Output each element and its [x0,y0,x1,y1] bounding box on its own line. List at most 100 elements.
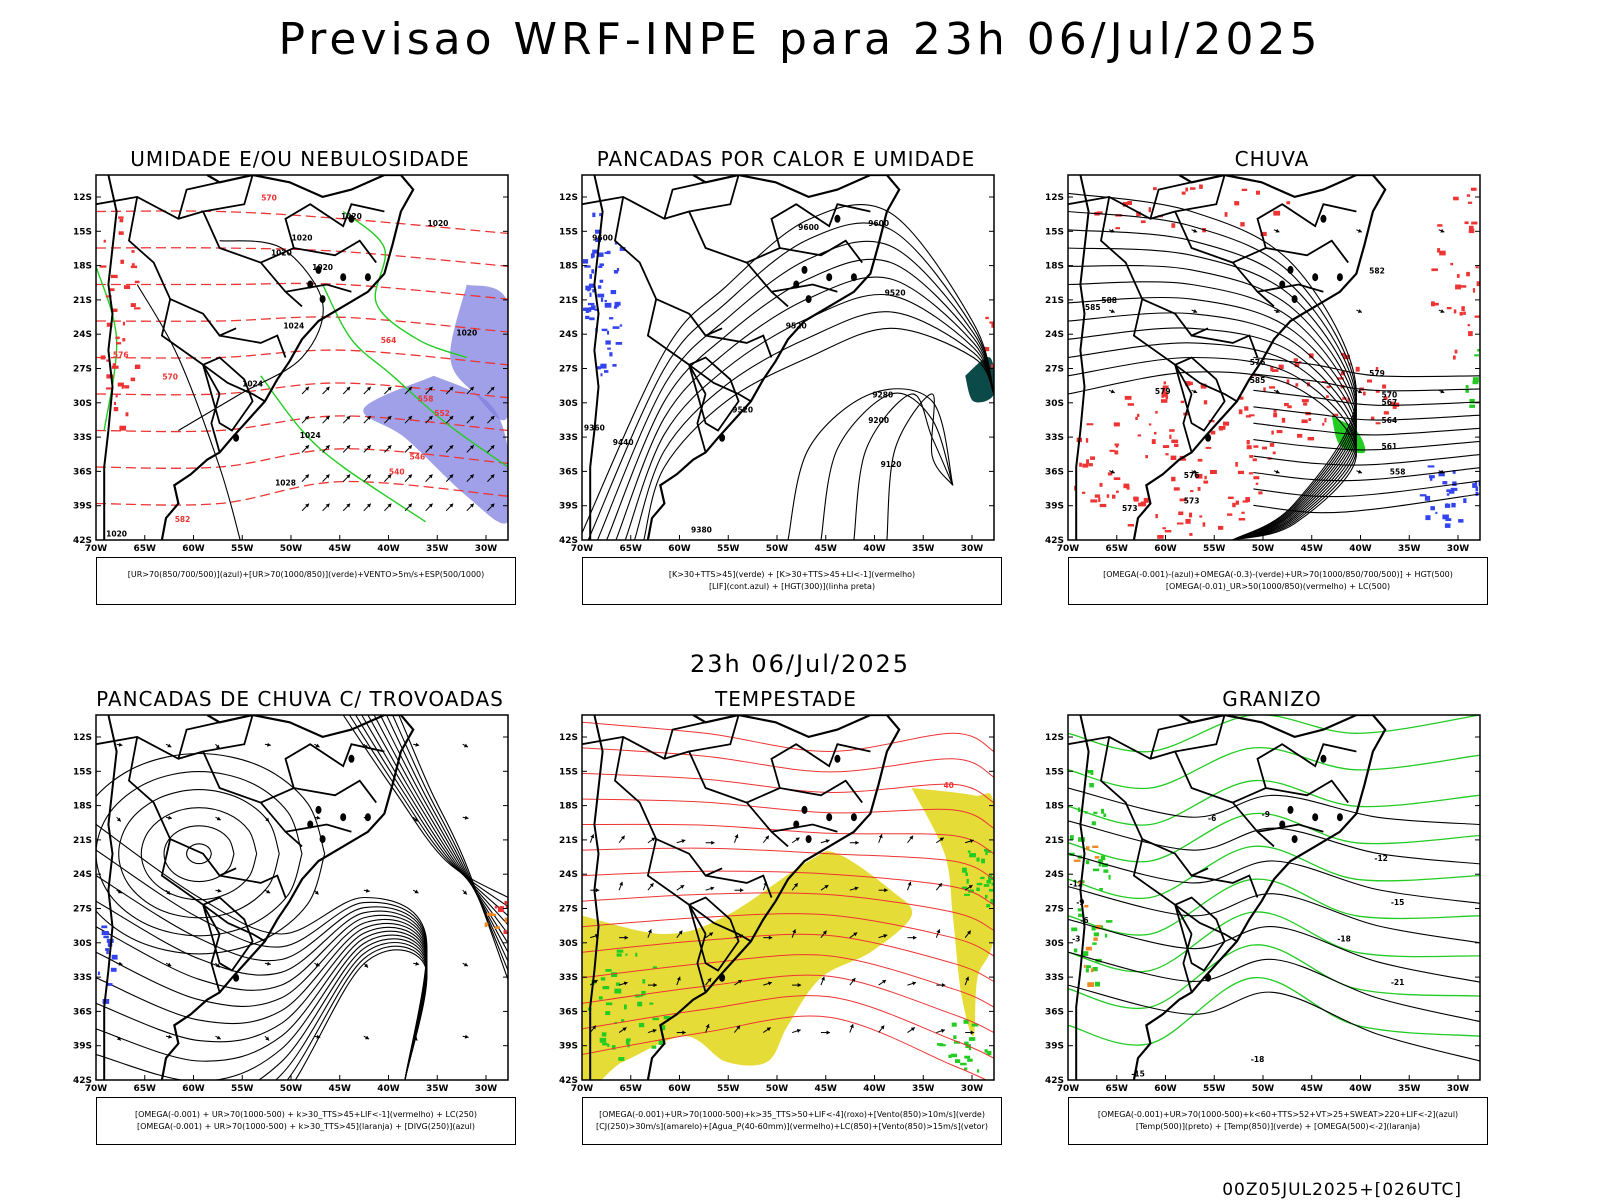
lif-cell [595,366,601,370]
wind-vector-head [965,976,970,981]
legend-line: [OMEGA(-0.001) + UR>70(1000-500) + k>30_… [136,1122,476,1131]
country-border [705,874,773,898]
omega-cell [1463,498,1467,503]
lif-cell [598,254,604,257]
rain-cell [1189,533,1193,536]
rain-cell [130,265,138,269]
country-border [582,735,789,848]
rain-cell [1136,211,1141,217]
rain-cell [108,288,115,292]
lif-cell [599,213,603,217]
contour-label: 1028 [275,478,296,487]
rain-cell [1185,187,1188,192]
rain-cell [1235,462,1238,467]
wind-vector-head [490,445,495,450]
lon-label: 55W [717,1084,740,1094]
wind-850-cell [964,1067,968,1071]
rain-cell [99,265,107,268]
rain-cell [118,231,124,235]
wind-vector-head [305,474,309,479]
contour-label: 570 [1382,391,1398,400]
country-border [219,334,287,358]
streamline-850 [582,772,994,804]
lif-cell [588,307,592,312]
temp-850-detail [1098,859,1104,863]
rain-cell [1256,190,1260,195]
lat-label: 12S [559,193,578,203]
lif-cell [584,265,591,268]
omega-cell [1435,511,1438,514]
temp-850-contour [1068,944,1480,1009]
lon-label: 70W [85,544,108,554]
rain-cell [1446,307,1452,310]
coastline [160,175,415,540]
lat-label: 30S [1045,939,1064,949]
temp-850-detail [1077,908,1082,912]
wind-vector-head [215,963,220,968]
lake [719,973,726,982]
wind-850-cell [964,1055,971,1059]
wind-850-cell [976,882,983,886]
legend-line: [UR>70(850/700/500)](azul)+[UR>70(1000/8… [127,570,485,579]
rain-cell [1355,366,1360,372]
height-contour [820,392,954,540]
contour-label: 9120 [881,460,902,469]
lif-cell [604,299,607,302]
wind-vector-head [766,1027,771,1032]
rain-cell [1190,381,1193,385]
lake [1205,433,1212,442]
country-border [1100,736,1209,877]
lat-label: 36S [1045,467,1064,477]
wind-vector-head [365,888,370,893]
lif-cell [598,252,604,256]
lon-label: 50W [280,1084,303,1094]
lif-cell [604,251,608,254]
temp-850-detail [1090,772,1094,775]
coastline [646,175,901,540]
wind-vector-head [168,1034,172,1039]
rain-cell [1484,253,1489,258]
omega-500-cell [1087,982,1094,987]
contour-label: 573 [1122,504,1138,513]
lon-label: 30W [475,544,498,554]
lon-label: 50W [1252,544,1275,554]
wind-850-cell [968,1037,976,1041]
forecast-time-label: 23h 06/Jul/2025 [689,650,911,678]
lon-label: 55W [231,1084,254,1094]
rain-cell [1098,497,1101,502]
wind-850-cell [625,953,628,956]
lon-label: 50W [766,1084,789,1094]
rain-cell [1437,224,1443,227]
lif-cell [612,364,617,367]
wind-vector-head [795,837,800,842]
wind-vector-head [1357,228,1362,233]
lat-label: 12S [559,733,578,743]
lon-label: 60W [668,1084,691,1094]
rain-cell [1203,400,1208,405]
instability-cell [984,347,990,352]
wind-vector-head [464,815,469,820]
lif-cell [595,229,602,234]
lat-label: 42S [73,1076,92,1086]
lake [364,813,371,822]
wind-vector-head [325,474,330,479]
temp-500-contour [1068,886,1480,944]
lon-label: 65W [620,1084,643,1094]
rain-cell [1336,377,1344,380]
legend-pancadas-trovoadas: [OMEGA(-0.001) + UR>70(1000-500) + k>30_… [96,1097,516,1145]
wind-vector-head [305,503,309,508]
rain-cell [130,303,136,307]
rain-cell [1163,381,1166,385]
rain-cell [1347,397,1350,402]
rain-cell [1255,482,1259,485]
lif-cell [619,247,626,251]
wind-850-cell [637,1001,643,1007]
contour-label: 585 [1250,376,1266,385]
rain-cell [111,308,118,312]
rain-cell [1486,295,1491,299]
rain-cell [1363,391,1366,396]
streamline [342,715,508,898]
divergence-cell [102,999,110,1004]
legend-line: [Temp(500)](preto) + [Temp(850)](verde) … [1135,1122,1421,1131]
contour-label: 570 [162,372,178,381]
